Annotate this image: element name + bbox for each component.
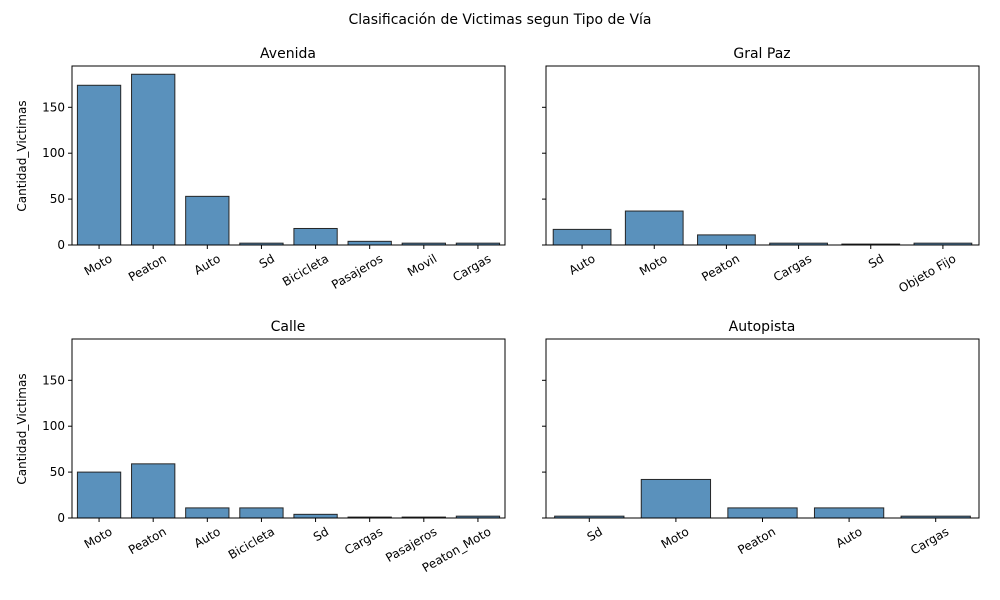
x-tick-label: Moto (82, 524, 115, 551)
x-tick-label: Moto (82, 251, 115, 278)
y-tick-label: 0 (57, 238, 65, 252)
x-tick-label: Sd (311, 524, 331, 544)
bar (697, 234, 756, 246)
y-tick-label: 50 (50, 192, 65, 206)
y-tick-label: 100 (42, 146, 65, 160)
axes-frame (545, 338, 980, 519)
x-tick-label: Sd (866, 251, 886, 271)
bar (185, 195, 230, 246)
x-tick-label: Pasajeros (329, 251, 385, 291)
bar (131, 463, 176, 519)
bar (185, 507, 230, 519)
bar (347, 240, 392, 246)
y-tick-label: 150 (42, 100, 65, 114)
x-tick-label: Peaton (735, 524, 778, 557)
bar (131, 73, 176, 246)
panel-calle: Calle Cantidad_Victimas 0 50 100 150 Moto Pea… (15, 319, 506, 575)
panel-autopista: Autopista Sd Moto Peaton Auto Cargas (542, 319, 980, 557)
bar (293, 227, 338, 246)
panel-title: Calle (271, 319, 306, 335)
x-tick-label: Cargas (342, 524, 385, 557)
x-tick-label: Bicicleta (280, 251, 331, 289)
axes-frame (71, 65, 506, 246)
bar (552, 228, 612, 246)
x-tick-label: Peaton (126, 251, 169, 284)
x-tick-label: Auto (192, 251, 223, 277)
axes-frame (545, 65, 980, 246)
x-tick-label: Cargas (771, 251, 814, 284)
bar (239, 507, 284, 519)
bar (640, 478, 712, 519)
panel-avenida: Avenida Cantidad_Victimas 0 50 100 150 Moto P… (15, 46, 506, 292)
y-tick-label: 0 (57, 511, 65, 525)
bar (727, 507, 798, 519)
y-tick-label: 50 (50, 465, 65, 479)
y-tick-label: 150 (42, 373, 65, 387)
x-tick-label: Objeto Fijo (896, 251, 958, 295)
bar (624, 210, 684, 246)
y-axis-label: Cantidad_Victimas (15, 373, 29, 484)
y-axis-label: Cantidad_Victimas (15, 100, 29, 211)
x-tick-label: Moto (637, 251, 670, 278)
x-tick-label: Auto (192, 524, 223, 550)
x-tick-label: Peaton (126, 524, 169, 557)
bar (76, 471, 122, 519)
x-tick-label: Sd (257, 251, 277, 271)
axes-frame (71, 338, 506, 519)
panel-gral-paz: Gral Paz Auto Moto Peaton Cargas Sd Objeto Fi… (542, 46, 980, 295)
x-tick-label: Cargas (908, 524, 951, 557)
y-tick-label: 100 (42, 419, 65, 433)
x-tick-label: Auto (833, 524, 864, 550)
x-tick-label: Sd (585, 524, 605, 544)
x-tick-label: Moto (659, 524, 692, 551)
panel-title: Avenida (260, 46, 316, 62)
panel-title: Autopista (729, 319, 796, 335)
x-tick-label: Cargas (450, 251, 493, 284)
x-tick-label: Movil (405, 251, 439, 279)
bar (76, 84, 122, 246)
x-tick-label: Bicicleta (226, 524, 277, 562)
figure-title: Clasificación de Victimas segun Tipo de … (348, 12, 651, 28)
panel-title: Gral Paz (733, 46, 790, 62)
x-tick-label: Auto (566, 251, 597, 277)
x-tick-label: Peaton (699, 251, 742, 284)
bar (813, 507, 885, 519)
bar (293, 513, 338, 519)
